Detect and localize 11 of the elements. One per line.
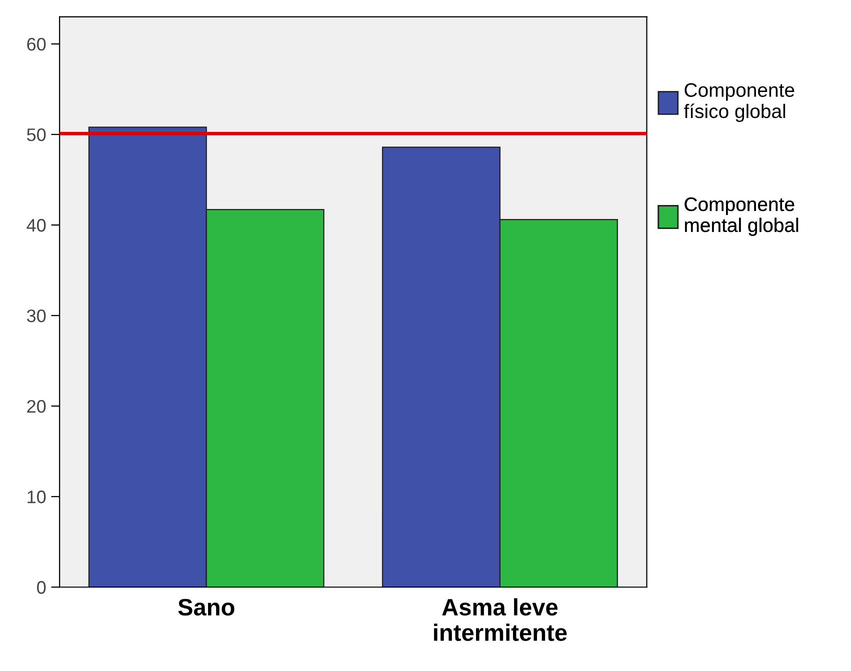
- legend-label: Componente físico global: [684, 83, 794, 122]
- y-tick-label: 30: [26, 309, 46, 322]
- x-tick-label: Sano: [178, 598, 234, 616]
- legend-label: Componente mental global: [684, 197, 798, 236]
- y-tick-label: 60: [27, 38, 46, 51]
- x-tick-label: Asma leve intermitente: [434, 598, 567, 642]
- y-tick-label: 50: [27, 128, 46, 142]
- y-tick-label: 20: [27, 400, 46, 413]
- y-tick-label: 10: [28, 490, 46, 504]
- y-tick-label: 0: [37, 581, 46, 594]
- y-tick-label: 40: [26, 218, 46, 232]
